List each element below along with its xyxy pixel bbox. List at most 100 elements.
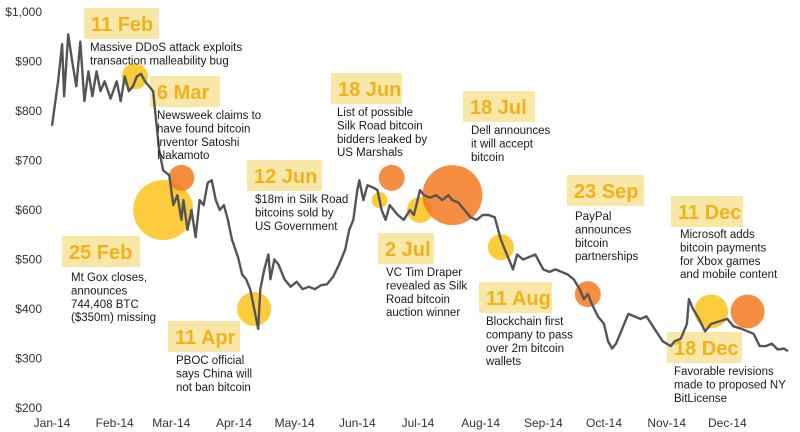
- event-labels: 11 Feb Massive DDoS attack exploitstransa…: [69, 14, 786, 405]
- event-note-line: bitcoin: [575, 238, 608, 250]
- event-bubble: [694, 294, 729, 329]
- event-date-label: 18 Jun: [338, 79, 401, 101]
- x-tick-label: Jun-14: [339, 416, 376, 430]
- x-tick-label: Apr-14: [216, 416, 252, 430]
- event-note-line: bitcoins sold by: [255, 207, 334, 219]
- event-date-label: 11 Aug: [486, 288, 551, 310]
- y-tick-label: $500: [15, 253, 42, 267]
- x-tick-label: May-14: [275, 416, 315, 430]
- x-tick-label: Aug-14: [461, 416, 500, 430]
- event-note-line: Microsoft adds: [680, 229, 755, 241]
- x-tick-label: Nov-14: [647, 416, 686, 430]
- event-note-line: announces: [71, 285, 128, 297]
- event-note-line: Road bitcoin: [386, 294, 450, 306]
- event-note-line: Newsweek claims to: [157, 110, 261, 122]
- event-date-box: [331, 73, 402, 104]
- event-note-line: not ban bitcoin: [176, 382, 251, 394]
- event-note-line: List of possible: [337, 107, 413, 119]
- event-note-line: Silk Road bitcoin: [337, 120, 423, 132]
- event-note-line: US Marshals: [337, 147, 403, 159]
- event-note-line: says China will: [176, 368, 252, 380]
- event-date-label: 25 Feb: [69, 242, 132, 264]
- x-tick-label: Feb-14: [96, 416, 134, 430]
- event-note-line: Favorable revisions: [674, 366, 774, 378]
- event-note-line: company to pass: [486, 329, 573, 341]
- event-note-line: transaction malleability bug: [90, 55, 229, 67]
- x-tick-label: Jan-14: [34, 416, 71, 430]
- event-label-boxes: [62, 8, 743, 363]
- event-bubble: [168, 164, 195, 191]
- event-date-box: [378, 233, 434, 264]
- y-tick-label: $900: [15, 55, 42, 69]
- x-tick-label: Sep-14: [524, 416, 563, 430]
- event-date-label: 11 Feb: [91, 14, 153, 36]
- event-date-box: [667, 332, 742, 363]
- event-date-label: 18 Dec: [674, 338, 739, 360]
- event-bubble: [422, 165, 483, 226]
- event-note-line: 744,408 BTC: [71, 299, 139, 311]
- event-note-line: BitLicense: [674, 393, 727, 405]
- event-date-box: [479, 282, 552, 313]
- event-date-label: 18 Jul: [470, 97, 527, 119]
- event-note-line: announces: [575, 224, 632, 236]
- event-note-line: wallets: [485, 356, 521, 368]
- x-axis: Jan-14 Feb-14 Mar-14 Apr-14 May-14 Jun-14 Jul-…: [34, 416, 747, 430]
- event-date-box: [150, 76, 220, 107]
- event-note-line: made to proposed NY: [674, 379, 786, 391]
- event-bubble: [378, 164, 405, 191]
- event-note-line: PBOC official: [176, 355, 244, 367]
- event-note-line: bidders leaked by: [337, 134, 427, 146]
- event-date-label: 6 Mar: [157, 82, 209, 104]
- x-tick-label: Oct-14: [586, 416, 622, 430]
- event-note-line: bitcoin payments: [680, 242, 767, 254]
- event-date-label: 12 Jun: [254, 166, 317, 188]
- event-note-line: $18m in Silk Road: [255, 194, 348, 206]
- event-date-box: [567, 175, 644, 206]
- event-bubble: [730, 294, 765, 329]
- event-note-line: Nakamoto: [157, 150, 209, 162]
- x-tick-label: Jul-14: [402, 416, 435, 430]
- price-series-line: [50, 33, 789, 353]
- event-date-label: 2 Jul: [385, 239, 431, 261]
- y-tick-label: $600: [15, 203, 42, 217]
- y-tick-label: $200: [15, 401, 42, 415]
- event-date-box: [247, 160, 322, 191]
- event-note-line: partnerships: [575, 251, 639, 263]
- event-note-line: have found bitcoin: [157, 123, 250, 135]
- event-note-line: inventor Satoshi: [157, 137, 239, 149]
- event-date-box: [62, 236, 140, 267]
- event-date-box: [168, 321, 240, 352]
- y-tick-label: $300: [15, 352, 42, 366]
- event-date-label: 11 Dec: [678, 202, 741, 224]
- event-bubble: [121, 63, 148, 90]
- event-bubbles: [121, 63, 765, 329]
- event-note-line: PayPal: [575, 211, 611, 223]
- x-tick-label: Dec-14: [708, 416, 747, 430]
- y-axis: $200 $300 $400 $500 $600 $700 $800 $900 $1,000: [5, 5, 42, 415]
- event-note-line: it will accept: [471, 138, 534, 150]
- event-note-line: Massive DDoS attack exploits: [90, 42, 242, 54]
- y-tick-label: $1,000: [5, 5, 42, 19]
- event-note-line: for Xbox games: [680, 256, 761, 268]
- event-note-line: auction winner: [386, 307, 460, 319]
- event-note-line: Mt Gox closes,: [71, 272, 147, 284]
- event-note-line: Blockchain first: [486, 316, 564, 328]
- event-date-label: 23 Sep: [574, 181, 638, 203]
- event-date-box: [671, 196, 743, 227]
- event-note-line: bitcoin: [471, 152, 504, 164]
- event-note-line: over 2m bitcoin: [486, 343, 564, 355]
- event-note-line: and mobile content: [680, 269, 778, 281]
- event-note-line: ($350m) missing: [71, 312, 156, 324]
- event-note-line: VC Tim Draper: [386, 267, 462, 279]
- y-tick-label: $400: [15, 302, 42, 316]
- event-date-label: 11 Apr: [175, 327, 236, 349]
- x-tick-label: Mar-14: [152, 416, 190, 430]
- event-note-line: revealed as Silk: [386, 280, 467, 292]
- y-tick-label: $800: [15, 104, 42, 118]
- event-note-line: Dell announces: [471, 125, 551, 137]
- event-note-line: US Government: [255, 221, 338, 233]
- y-tick-label: $700: [15, 154, 42, 168]
- event-date-box: [84, 8, 159, 39]
- event-date-box: [463, 91, 535, 122]
